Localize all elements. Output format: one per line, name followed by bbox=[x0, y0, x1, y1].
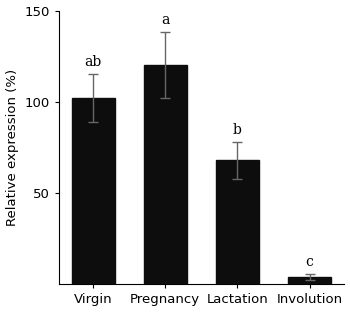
Bar bbox=[288, 277, 331, 285]
Text: a: a bbox=[161, 13, 169, 27]
Text: ab: ab bbox=[84, 55, 102, 69]
Bar bbox=[71, 98, 115, 285]
Bar bbox=[216, 160, 259, 285]
Y-axis label: Relative expression (%): Relative expression (%) bbox=[6, 69, 19, 226]
Text: c: c bbox=[306, 255, 314, 269]
Text: b: b bbox=[233, 123, 242, 137]
Bar bbox=[144, 65, 187, 285]
